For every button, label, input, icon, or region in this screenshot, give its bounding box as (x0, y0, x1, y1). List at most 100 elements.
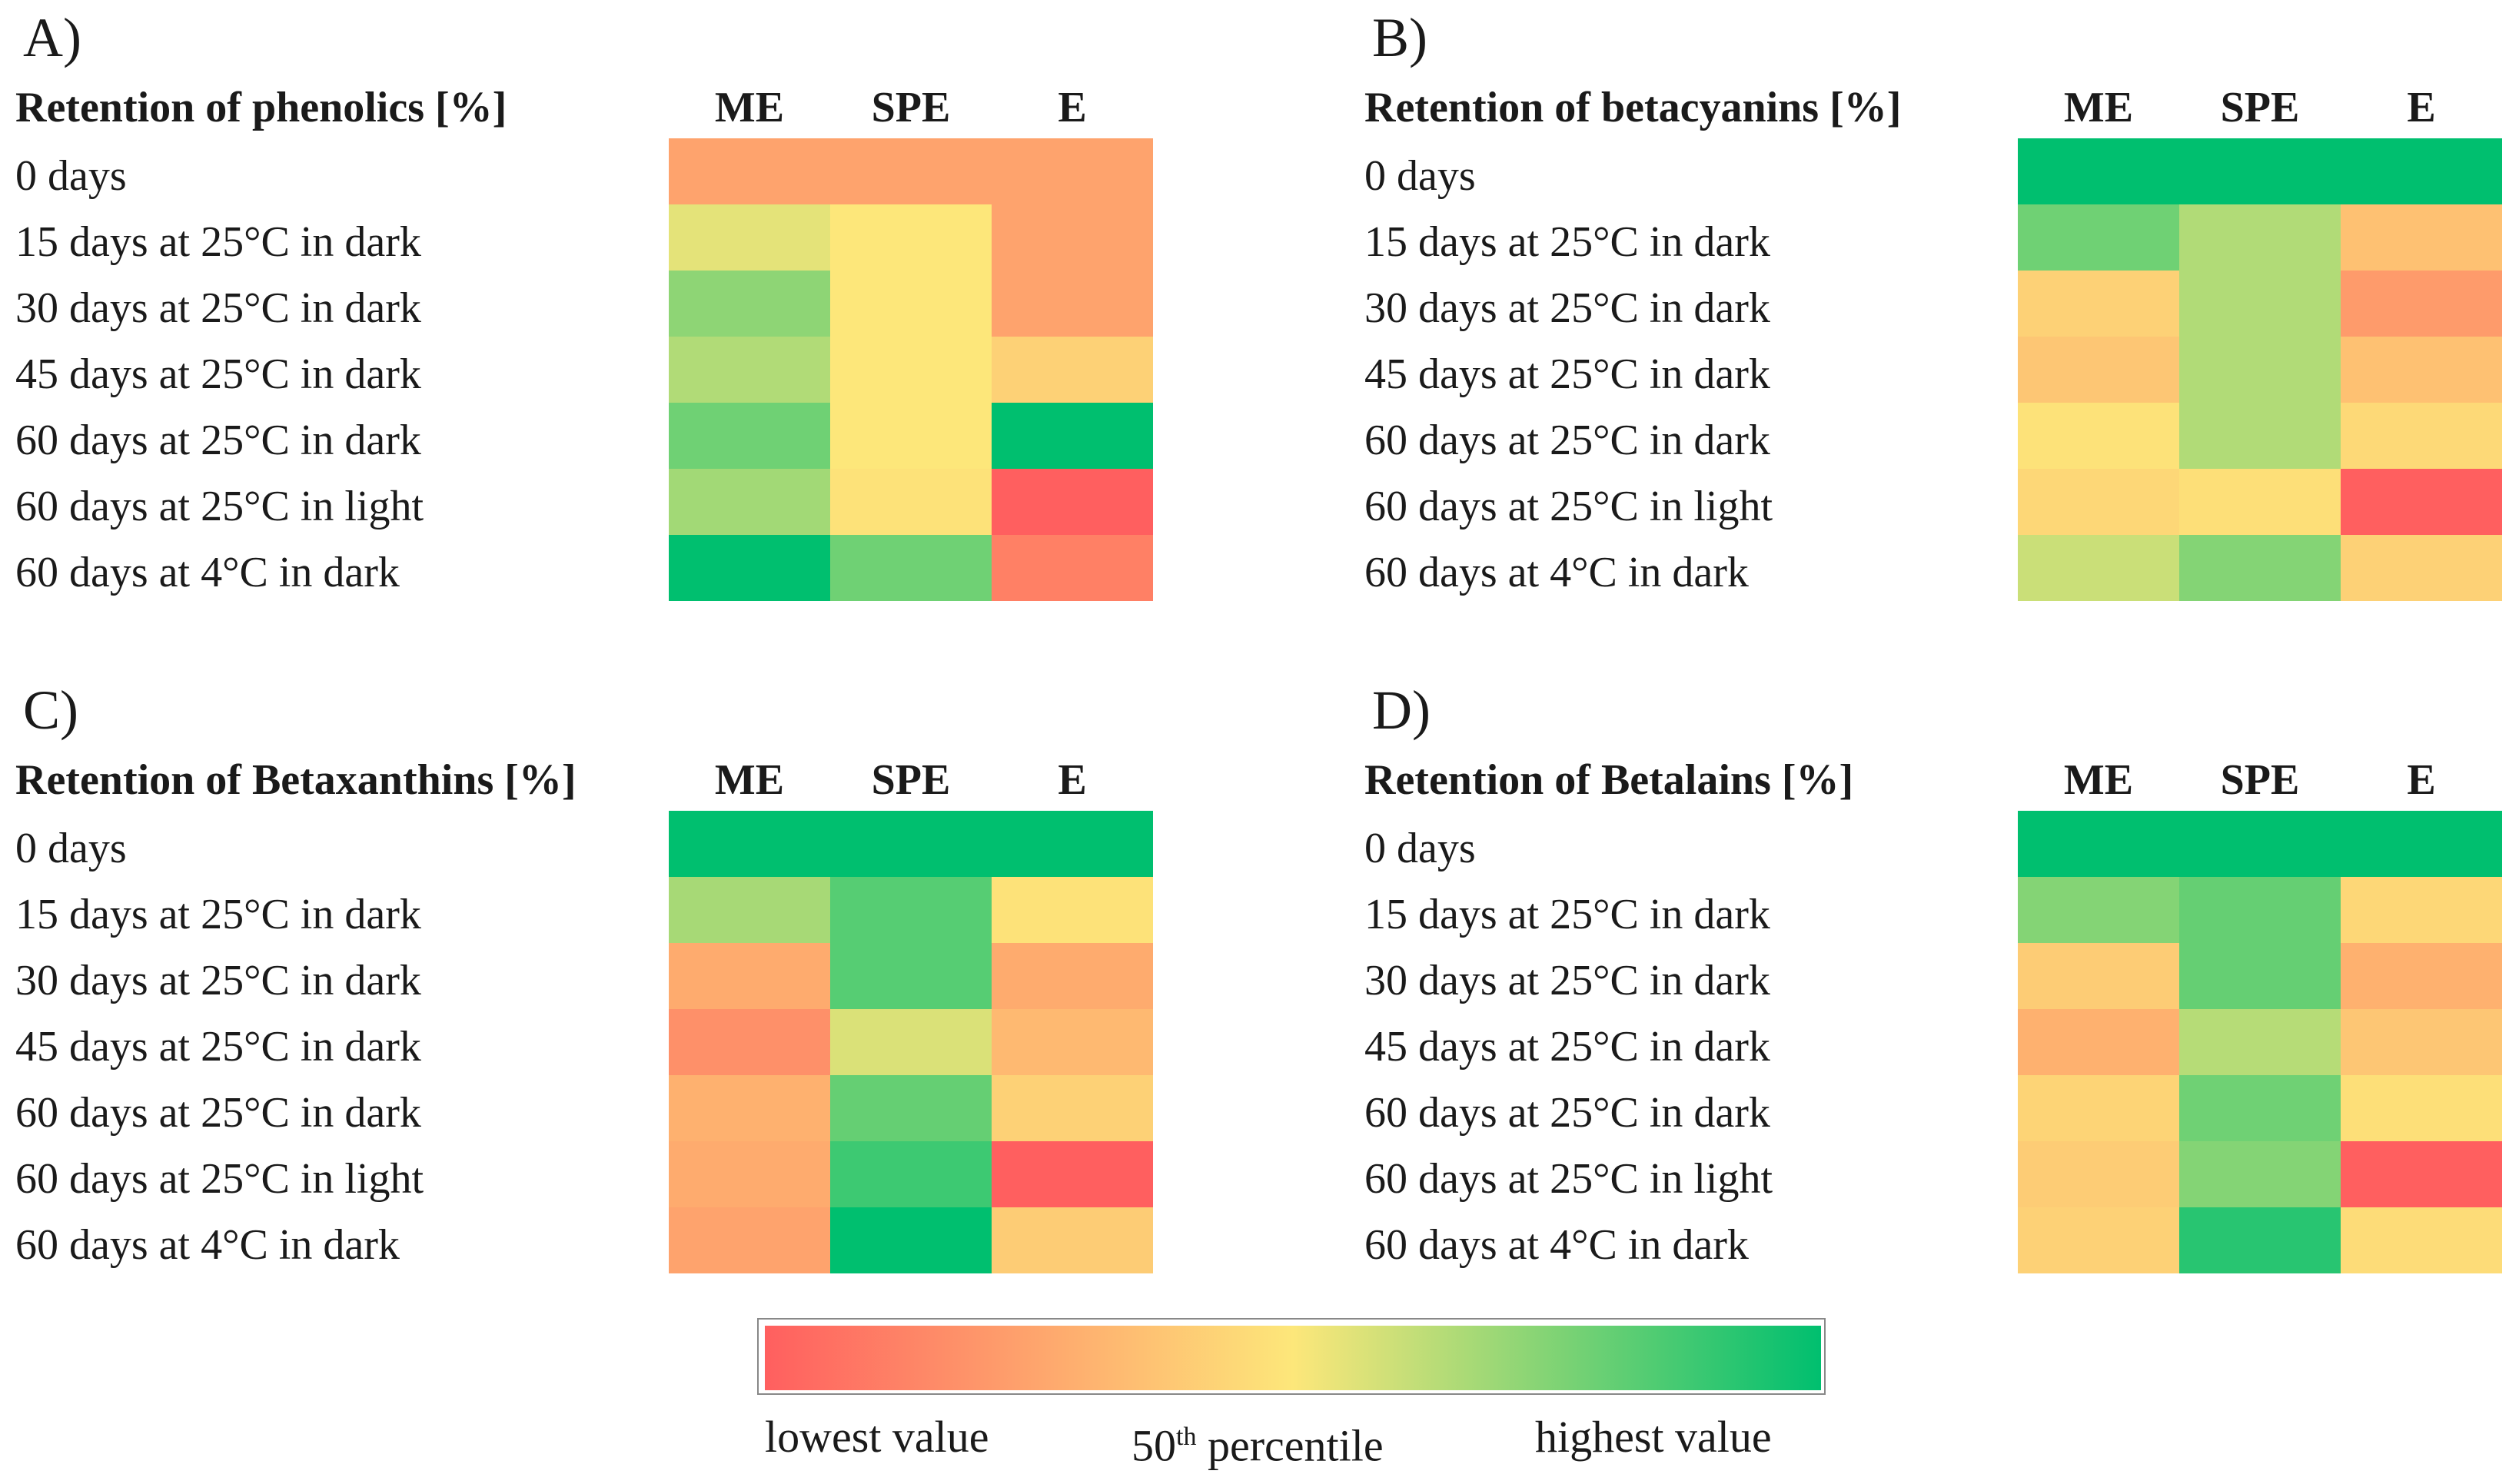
heatmap-cell-me-row-6 (669, 535, 830, 601)
panel-letter: B) (1372, 7, 1427, 68)
heatmap-grid (2018, 138, 2502, 601)
legend-mid-label: 50th percentile (1132, 1406, 1384, 1476)
column-header-e: E (2407, 84, 2436, 131)
row-label: 60 days at 25°C in light (1364, 1155, 1773, 1203)
heatmap-cell-spe-row-3 (830, 337, 992, 403)
column-header-spe: SPE (871, 84, 951, 131)
heatmap-cell-e-row-4 (2341, 1075, 2502, 1141)
heatmap-cell-me-row-6 (669, 1207, 830, 1273)
heatmap-cell-spe-row-5 (2179, 1141, 2341, 1207)
heatmap-cell-e-row-3 (992, 1009, 1153, 1075)
heatmap-cell-e-row-3 (992, 337, 1153, 403)
row-label: 60 days at 4°C in dark (15, 549, 400, 596)
row-label: 45 days at 25°C in dark (1364, 1023, 1770, 1071)
heatmap-cell-spe-row-1 (830, 877, 992, 943)
legend-frame (757, 1318, 1826, 1395)
row-label: 60 days at 4°C in dark (1364, 1221, 1749, 1269)
heatmap-cell-me-row-3 (669, 337, 830, 403)
panel-betalains: D) Retention of Betalains [%] ME SPE E 0… (1349, 672, 2519, 1333)
heatmap-cell-e-row-6 (2341, 1207, 2502, 1273)
panel-letter: A) (23, 7, 81, 68)
panel-betacyanins: B) Retention of betacyanins [%] ME SPE E… (1349, 0, 2519, 661)
heatmap-cell-e-row-5 (992, 469, 1153, 535)
heatmap-grid (2018, 811, 2502, 1273)
heatmap-cell-spe-row-2 (2179, 271, 2341, 337)
row-label: 15 days at 25°C in dark (15, 891, 421, 938)
column-header-e: E (1058, 84, 1087, 131)
column-header-spe: SPE (2220, 756, 2300, 804)
heatmap-cell-e-row-6 (2341, 535, 2502, 601)
heatmap-cell-spe-row-6 (2179, 535, 2341, 601)
heatmap-cell-spe-row-2 (830, 271, 992, 337)
heatmap-cell-e-row-4 (992, 1075, 1153, 1141)
heatmap-cell-spe-row-5 (830, 1141, 992, 1207)
row-label: 15 days at 25°C in dark (1364, 218, 1770, 266)
heatmap-grid (669, 811, 1153, 1273)
heatmap-cell-spe-row-4 (2179, 403, 2341, 469)
row-label: 15 days at 25°C in dark (15, 218, 421, 266)
column-header-me: ME (2063, 84, 2134, 131)
heatmap-cell-me-row-3 (2018, 337, 2179, 403)
heatmap-cell-e-row-0 (992, 138, 1153, 204)
heatmap-cell-me-row-2 (2018, 943, 2179, 1009)
row-label: 15 days at 25°C in dark (1364, 891, 1770, 938)
heatmap-cell-spe-row-3 (2179, 337, 2341, 403)
heatmap-cell-e-row-4 (992, 403, 1153, 469)
heatmap-cell-spe-row-4 (830, 1075, 992, 1141)
heatmap-cell-e-row-5 (992, 1141, 1153, 1207)
heatmap-cell-spe-row-0 (2179, 811, 2341, 877)
column-header-e: E (1058, 756, 1087, 804)
legend-low-label: lowest value (765, 1412, 989, 1462)
heatmap-cell-spe-row-0 (830, 811, 992, 877)
heatmap-cell-me-row-1 (2018, 204, 2179, 271)
heatmap-cell-spe-row-0 (830, 138, 992, 204)
legend-mid-number: 50 (1132, 1420, 1176, 1471)
heatmap-grid (669, 138, 1153, 601)
heatmap-cell-e-row-2 (992, 943, 1153, 1009)
heatmap-cell-me-row-5 (669, 469, 830, 535)
row-label: 60 days at 25°C in dark (1364, 1089, 1770, 1137)
heatmap-cell-spe-row-1 (2179, 204, 2341, 271)
heatmap-cell-spe-row-6 (830, 1207, 992, 1273)
row-label: 30 days at 25°C in dark (1364, 284, 1770, 332)
heatmap-cell-me-row-4 (2018, 403, 2179, 469)
column-header-me: ME (714, 756, 785, 804)
heatmap-cell-spe-row-5 (830, 469, 992, 535)
heatmap-cell-me-row-1 (669, 204, 830, 271)
row-label: 60 days at 25°C in dark (15, 1089, 421, 1137)
heatmap-cell-me-row-2 (669, 271, 830, 337)
heatmap-cell-me-row-1 (669, 877, 830, 943)
heatmap-cell-me-row-5 (2018, 469, 2179, 535)
heatmap-cell-e-row-2 (2341, 943, 2502, 1009)
row-label: 30 days at 25°C in dark (1364, 957, 1770, 1004)
heatmap-cell-spe-row-3 (830, 1009, 992, 1075)
heatmap-cell-e-row-3 (2341, 1009, 2502, 1075)
heatmap-cell-me-row-0 (2018, 138, 2179, 204)
row-label: 30 days at 25°C in dark (15, 957, 421, 1004)
heatmap-cell-e-row-1 (2341, 877, 2502, 943)
row-label: 0 days (15, 825, 127, 872)
heatmap-cell-e-row-1 (992, 204, 1153, 271)
heatmap-cell-e-row-0 (992, 811, 1153, 877)
heatmap-cell-me-row-0 (2018, 811, 2179, 877)
row-label: 0 days (1364, 152, 1476, 200)
row-label: 60 days at 25°C in dark (15, 417, 421, 464)
row-label: 30 days at 25°C in dark (15, 284, 421, 332)
row-label: 60 days at 4°C in dark (1364, 549, 1749, 596)
legend-gradient-bar (765, 1326, 1821, 1390)
panel-title: Retention of Betaxanthins [%] (15, 756, 577, 804)
heatmap-cell-spe-row-6 (2179, 1207, 2341, 1273)
heatmap-cell-e-row-6 (992, 535, 1153, 601)
heatmap-cell-me-row-1 (2018, 877, 2179, 943)
row-label: 0 days (1364, 825, 1476, 872)
heatmap-cell-e-row-4 (2341, 403, 2502, 469)
heatmap-cell-spe-row-0 (2179, 138, 2341, 204)
heatmap-cell-me-row-6 (2018, 535, 2179, 601)
heatmap-cell-me-row-5 (669, 1141, 830, 1207)
row-label: 45 days at 25°C in dark (15, 350, 421, 398)
heatmap-cell-spe-row-3 (2179, 1009, 2341, 1075)
heatmap-cell-me-row-4 (669, 403, 830, 469)
heatmap-cell-e-row-3 (2341, 337, 2502, 403)
heatmap-cell-spe-row-1 (2179, 877, 2341, 943)
row-label: 60 days at 25°C in light (15, 483, 424, 530)
